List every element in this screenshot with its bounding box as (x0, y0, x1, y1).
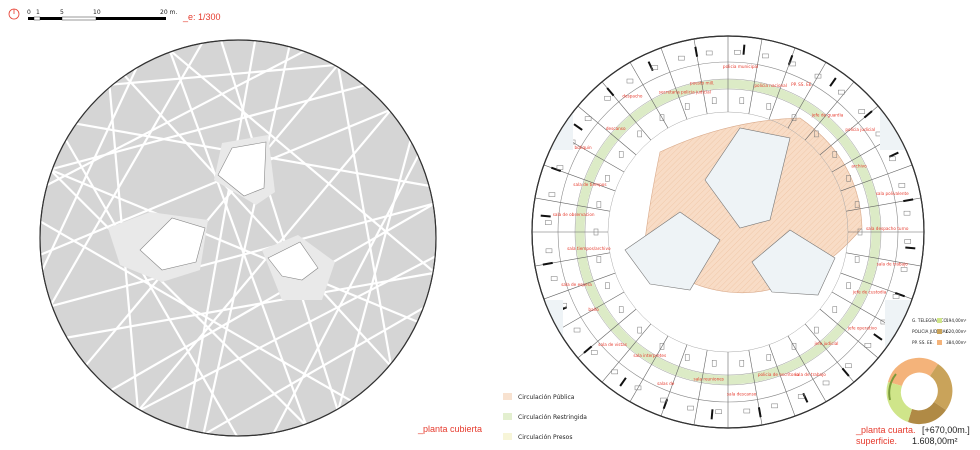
fourth-floor-plan: puesto mill. policia municipal policia nac… (531, 35, 925, 429)
room-label: sala de trabajo (877, 261, 909, 266)
room-label: policia nacional (754, 83, 787, 88)
north-arrow-icon (8, 8, 20, 20)
room-label: sala polivalente (876, 191, 909, 196)
circulation-legend: Circulación Pública Circulación Restring… (503, 393, 587, 441)
scale-tick-1: 1 (36, 9, 40, 16)
room-label: jefe de guardia (811, 113, 844, 118)
room-label: sala de trabajo (795, 372, 827, 377)
room-label: despacho (622, 93, 643, 98)
room-label: sala descanso (727, 392, 757, 397)
area-value-telegrafico: 194,00m² (946, 318, 967, 323)
room-label: jefe judicial (813, 341, 838, 346)
scale-tick-0: 0 (27, 9, 31, 16)
scale-text: _e: 1/300 (182, 12, 221, 22)
roof-plan (39, 39, 437, 437)
room-label: sala tiempos/archivo (567, 246, 611, 251)
floor-plan-level: [+670,00m.] (922, 425, 970, 435)
area-swatch-telegrafico (937, 318, 942, 323)
area-table: G. TELEGRAFICO 194,00m² POLICIA JUDICIAL… (912, 318, 967, 345)
room-label: puesto mill. (690, 80, 715, 85)
room-label: policia de escritorio (758, 372, 800, 377)
legend-label-restricted: Circulación Restringida (518, 414, 587, 421)
room-label: sala interpretes (633, 353, 666, 358)
floor-plan-area-label: superficie. (856, 436, 897, 446)
room-label: salas de (657, 381, 675, 386)
floor-plan-caption: _planta cuarta. (855, 425, 916, 435)
room-label: sala de tiempos (573, 182, 606, 187)
room-label: jefe operativo (847, 326, 877, 331)
scale-tick-5: 5 (60, 9, 64, 16)
area-name-telegrafico: G. TELEGRAFICO (912, 318, 948, 323)
legend-swatch-prisoners (503, 433, 512, 440)
area-value-pp-ss-ee: 384,00m² (946, 340, 967, 345)
room-label: baño (588, 307, 599, 312)
room-label: sala reuniones (694, 376, 724, 381)
room-label: sala despacho turno (866, 226, 909, 231)
floor-plan-area-value: 1.608,00m² (912, 436, 958, 446)
room-label: descanso (606, 126, 626, 131)
room-label: sala de espera (561, 282, 592, 287)
room-label: policia judicial (845, 127, 875, 132)
room-label: sala de vistas (598, 342, 627, 347)
roof-plan-caption: _planta cubierta (417, 424, 482, 434)
room-label: sala de observacion (553, 212, 595, 217)
room-label: jefe de custodia (852, 289, 887, 294)
legend-label-public: Circulación Pública (518, 394, 575, 401)
room-label: botiquin (574, 145, 592, 150)
area-swatch-pp-ss-ee (937, 340, 942, 345)
room-label: PP. SS. EE. (791, 82, 813, 87)
room-label: archivo (851, 163, 867, 168)
area-swatch-policia-judicial (937, 329, 942, 334)
room-label: policia municipal (723, 64, 758, 69)
legend-swatch-restricted (503, 413, 512, 420)
scale-tick-20: 20 m. (160, 9, 177, 16)
room-label: secretaria policia judicial (659, 89, 711, 94)
area-name-policia-judicial: POLICIA JUDICIAL (912, 329, 949, 334)
area-value-policia-judicial: 620,00m² (946, 329, 967, 334)
legend-swatch-public (503, 393, 512, 400)
legend-label-prisoners: Circulación Presos (518, 434, 572, 441)
area-name-pp-ss-ee: PP. SS. EE. (912, 340, 934, 345)
scale-tick-10: 10 (93, 9, 101, 16)
key-diagram (886, 357, 953, 425)
scale-bar: 0 1 5 10 20 m. (27, 9, 177, 21)
